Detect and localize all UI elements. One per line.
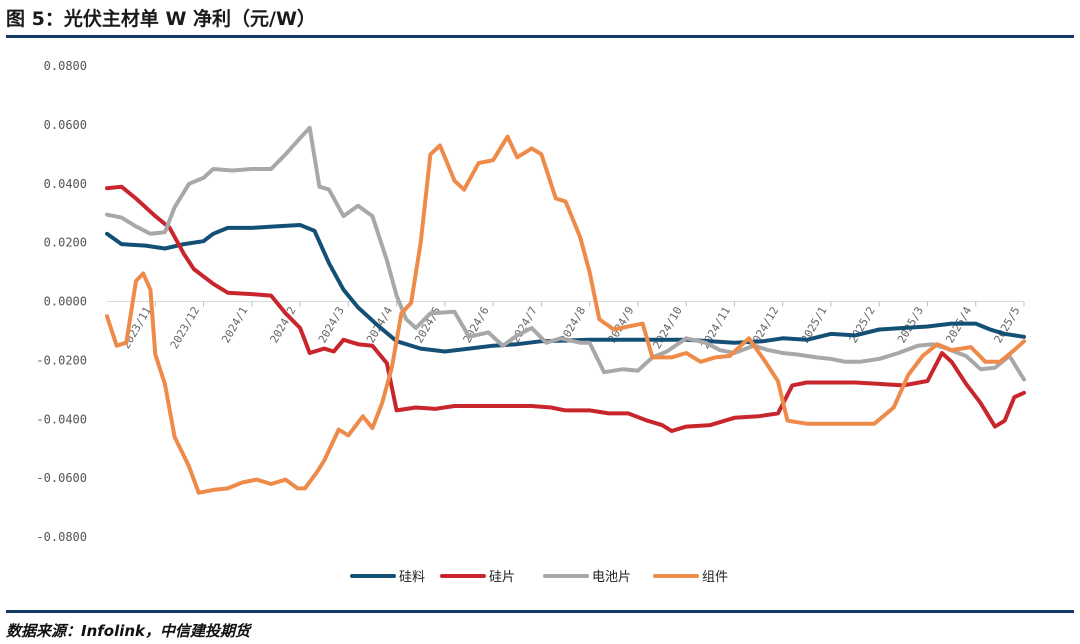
series-line-硅料 (105, 223, 1026, 354)
y-tick-label: 0.0000 (44, 295, 87, 309)
series-line-组件 (105, 134, 1026, 495)
footer-rule (6, 610, 1074, 613)
y-tick-label: -0.0400 (36, 412, 87, 426)
legend-label: 组件 (702, 570, 728, 585)
y-tick-label: -0.0800 (36, 530, 87, 544)
y-tick-label: -0.0600 (36, 471, 87, 485)
x-tick-label: 2023/12 (168, 305, 202, 352)
x-tick-label: 2024/1 (219, 305, 250, 346)
y-tick-label: -0.0200 (36, 353, 87, 367)
legend-label: 硅片 (489, 570, 515, 585)
legend-label: 电池片 (592, 570, 631, 585)
legend-label: 硅料 (399, 570, 425, 585)
series-line-硅片 (105, 184, 1026, 433)
y-axis: 0.0800 0.0600 0.0400 0.0200 0.0000 -0.0200 -0.… (36, 59, 87, 544)
header-rule (6, 35, 1074, 38)
y-tick-label: 0.0800 (44, 59, 87, 73)
chart-title: 图 5：光伏主材单 W 净利（元/W） (6, 8, 316, 30)
series-lines (105, 125, 1026, 495)
legend: 硅料 硅片 电池片 组件 (350, 570, 728, 585)
series-line-电池片 (105, 125, 1026, 382)
x-tick-label: 2025/5 (991, 305, 1022, 346)
y-tick-label: 0.0200 (44, 236, 87, 250)
x-tick-label: 2024/6 (461, 305, 492, 346)
source-note: 数据来源：Infolink，中信建投期货 (6, 622, 251, 640)
x-axis: 2023/11 2023/12 2024/1 2024/2 2024/3 2024/4 20… (107, 301, 1025, 352)
x-tick-label: 2025/2 (847, 305, 878, 346)
y-tick-label: 0.0400 (44, 177, 87, 191)
y-tick-label: 0.0600 (44, 118, 87, 132)
